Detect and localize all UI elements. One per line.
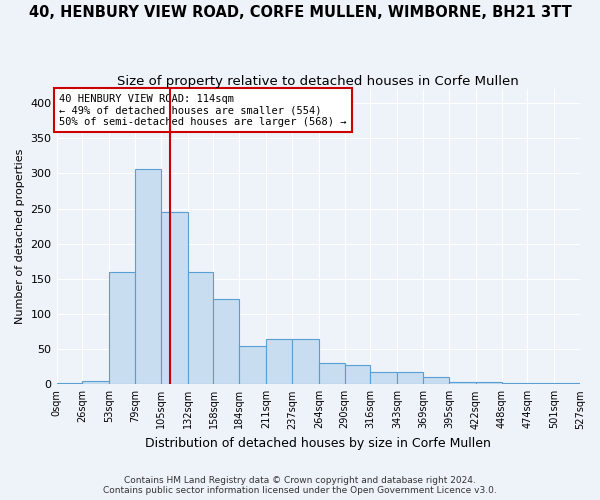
Bar (397, 372, 423, 384)
Bar (319, 363, 344, 384)
Bar (554, 383, 580, 384)
Bar (344, 364, 370, 384)
Bar (82, 381, 109, 384)
Text: 40, HENBURY VIEW ROAD, CORFE MULLEN, WIMBORNE, BH21 3TT: 40, HENBURY VIEW ROAD, CORFE MULLEN, WIM… (29, 5, 571, 20)
Bar (292, 338, 319, 384)
Bar (239, 346, 266, 385)
Bar (476, 382, 502, 384)
Y-axis label: Number of detached properties: Number of detached properties (15, 149, 25, 324)
Bar (56, 383, 82, 384)
Bar (449, 382, 476, 384)
Text: 40 HENBURY VIEW ROAD: 114sqm
← 49% of detached houses are smaller (554)
50% of s: 40 HENBURY VIEW ROAD: 114sqm ← 49% of de… (59, 94, 347, 127)
Bar (109, 272, 135, 384)
X-axis label: Distribution of detached houses by size in Corfe Mullen: Distribution of detached houses by size … (145, 437, 491, 450)
Bar (423, 378, 449, 384)
Bar (135, 168, 161, 384)
Bar (161, 212, 188, 384)
Title: Size of property relative to detached houses in Corfe Mullen: Size of property relative to detached ho… (118, 75, 519, 88)
Bar (214, 298, 239, 384)
Bar (188, 272, 214, 384)
Bar (370, 372, 397, 384)
Bar (527, 383, 554, 384)
Bar (502, 383, 527, 384)
Bar (266, 338, 292, 384)
Text: Contains HM Land Registry data © Crown copyright and database right 2024.
Contai: Contains HM Land Registry data © Crown c… (103, 476, 497, 495)
